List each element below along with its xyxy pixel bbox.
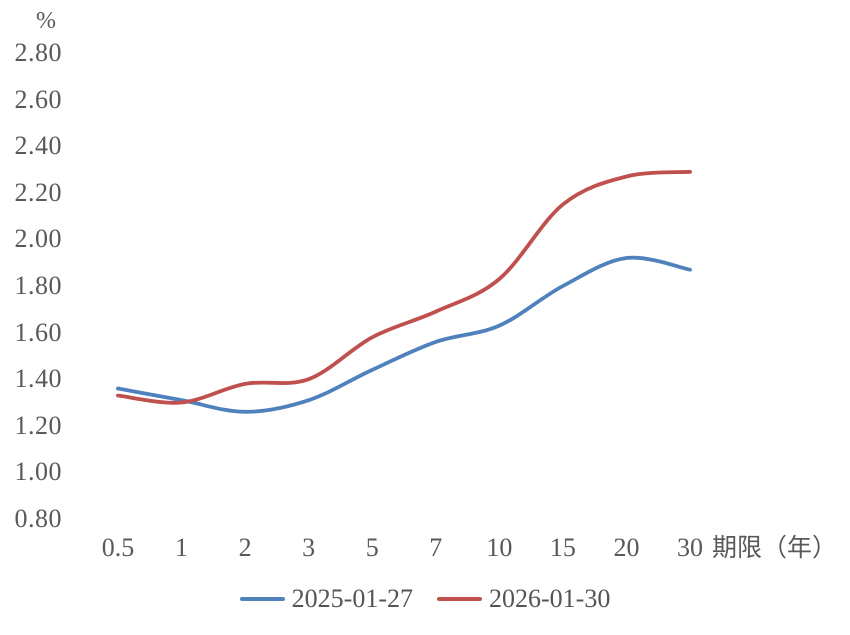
x-tick-label: 3: [302, 533, 316, 562]
legend-line-swatch-blue: [239, 597, 285, 601]
y-tick-label: 0.80: [14, 504, 62, 533]
y-tick-label: 1.20: [14, 410, 62, 440]
y-tick-label: 1.40: [14, 364, 62, 394]
y-tick-label: 2.80: [14, 38, 62, 67]
legend-label-series-0: 2025-01-27: [291, 584, 413, 613]
y-tick-label: 2.20: [14, 177, 62, 207]
x-tick-label: 10: [486, 533, 513, 562]
y-tick-label: 2.40: [14, 131, 62, 161]
x-tick-label: 1: [175, 533, 189, 562]
y-tick-label: 2.00: [14, 224, 62, 254]
legend-label-series-1: 2026-01-30: [489, 584, 611, 613]
y-tick-label: 2.60: [14, 84, 62, 114]
x-tick-label: 5: [365, 533, 379, 562]
x-tick-label: 20: [613, 533, 640, 562]
legend-line-swatch-red: [437, 597, 482, 601]
legend: 2025-01-27 2026-01-30: [0, 586, 850, 612]
y-tick-label: 1.00: [14, 457, 62, 487]
x-tick-label: 7: [429, 533, 443, 562]
x-tick-label: 30: [677, 533, 703, 562]
x-tick-label: 0.5: [101, 533, 135, 562]
series-line-2026-01-30: [116, 169, 692, 405]
x-tick-label: 15: [549, 533, 576, 562]
legend-item-series-1: 2026-01-30: [437, 586, 610, 612]
y-tick-label: 1.80: [14, 271, 62, 300]
series-line-2025-01-27: [116, 255, 692, 414]
y-tick-label: 1.60: [14, 317, 62, 347]
x-tick-label: 2: [238, 533, 252, 562]
x-axis-title: 期限（年）: [712, 535, 838, 562]
legend-item-series-0: 2025-01-27: [239, 584, 413, 613]
y-axis-unit-label: %: [36, 8, 56, 34]
